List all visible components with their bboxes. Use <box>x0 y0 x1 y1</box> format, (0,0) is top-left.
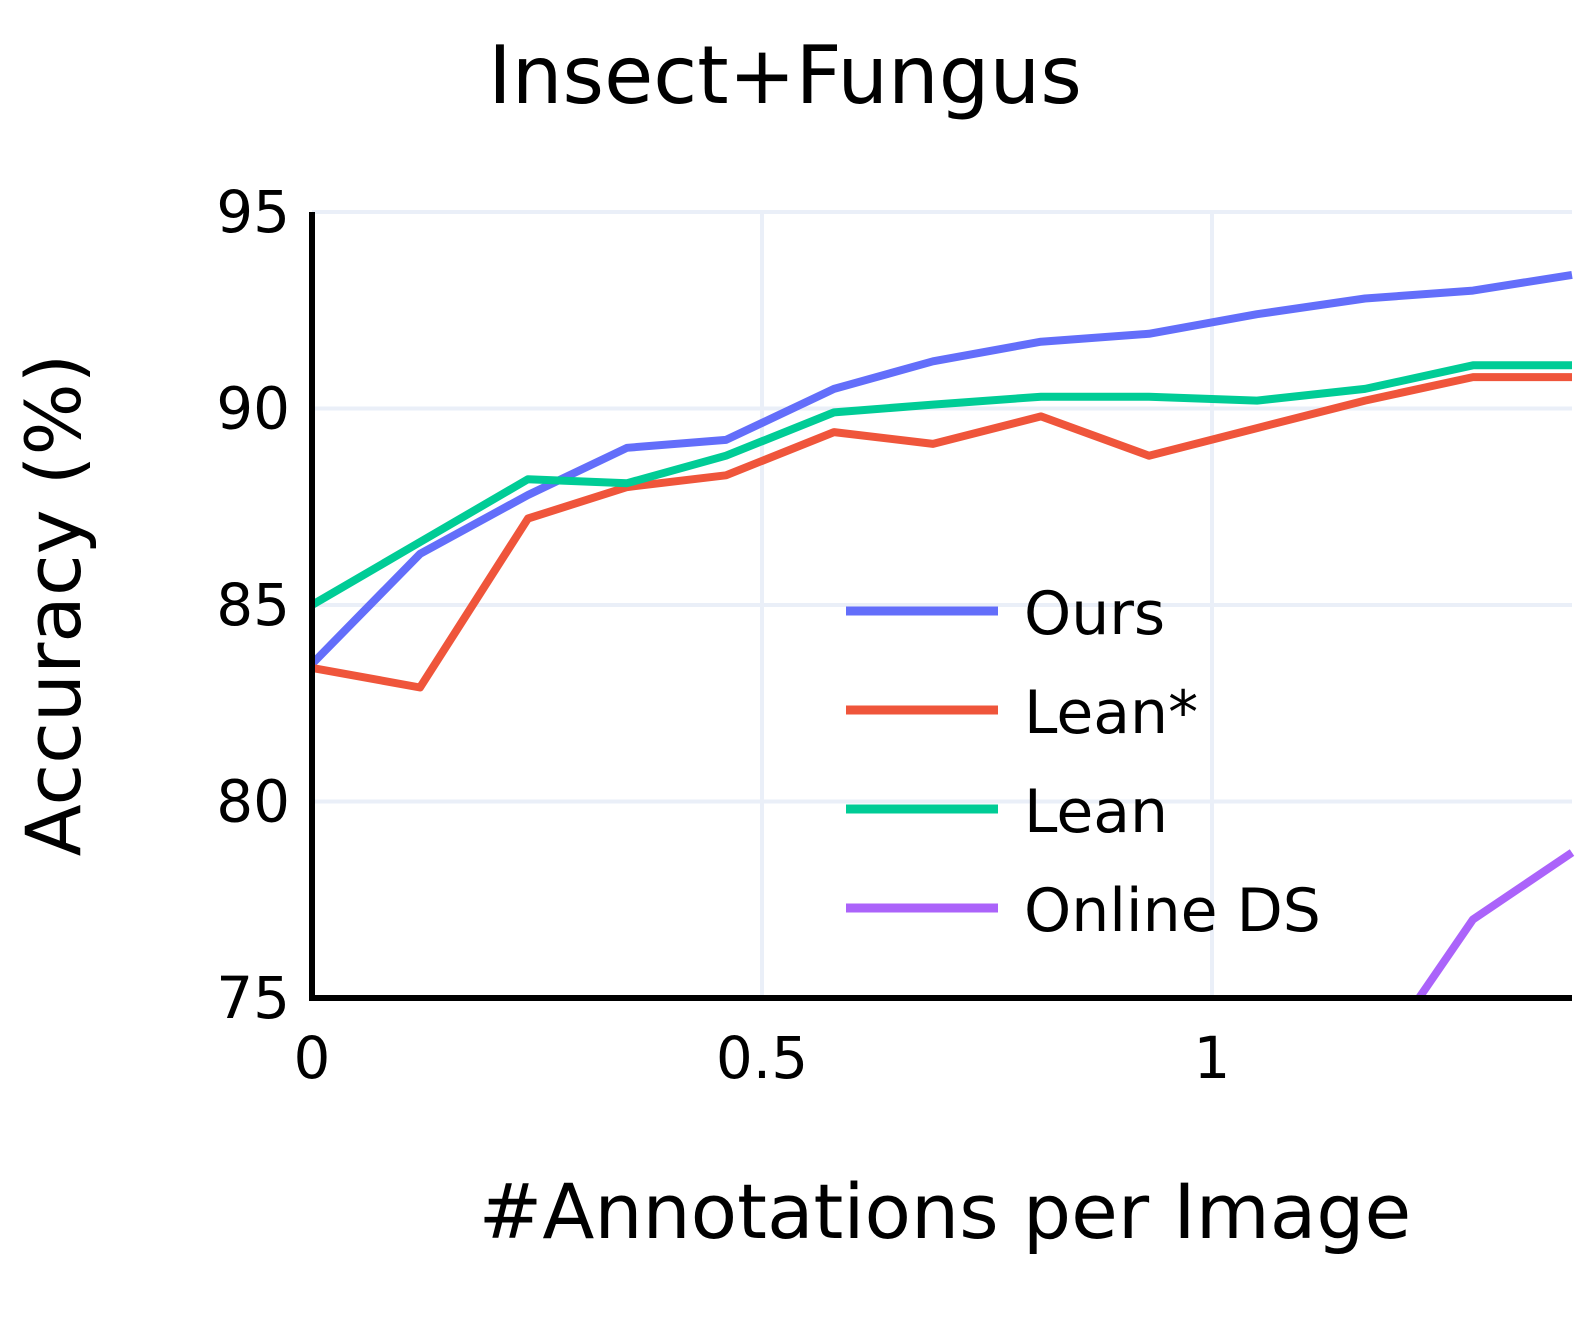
legend-item: Lean <box>846 777 1168 847</box>
y-tick-label: 90 <box>216 375 290 443</box>
x-axis-label: #Annotations per Image <box>479 1167 1412 1256</box>
legend-label: Lean* <box>1024 678 1198 748</box>
grid <box>312 210 1572 998</box>
series-line-lean <box>311 373 1572 692</box>
x-tick-label: 1 <box>1194 1024 1231 1092</box>
y-tick-label: 75 <box>216 964 290 1032</box>
legend-label: Ours <box>1024 579 1165 649</box>
x-tick-label: 0 <box>294 1024 331 1092</box>
series-line-lean <box>309 361 1572 609</box>
x-tick-labels: 0 0.5 1 <box>294 1024 1231 1092</box>
legend-label: Lean <box>1024 777 1168 847</box>
y-tick-labels: 75 80 85 90 95 <box>216 178 290 1032</box>
legend-item: Online DS <box>846 876 1321 946</box>
x-tick-label: 0.5 <box>716 1024 808 1092</box>
y-tick-label: 85 <box>216 571 290 639</box>
legend: Ours Lean* Lean Online DS <box>846 579 1321 946</box>
y-tick-label: 95 <box>216 178 290 246</box>
series-line-ours <box>309 270 1573 667</box>
legend-item: Ours <box>846 579 1165 649</box>
series-line-online-ds <box>1413 849 1575 1000</box>
series-layer <box>309 270 1575 1000</box>
legend-label: Online DS <box>1024 876 1321 946</box>
chart-title: Insect+Fungus <box>488 29 1082 122</box>
y-tick-label: 80 <box>216 768 290 836</box>
legend-item: Lean* <box>846 678 1198 748</box>
y-axis-label: Accuracy (%) <box>9 354 98 857</box>
